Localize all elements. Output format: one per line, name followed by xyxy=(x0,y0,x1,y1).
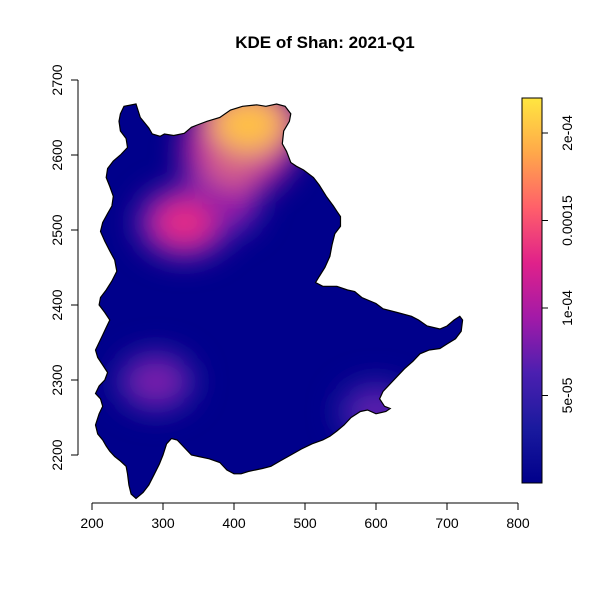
x-tick-label: 500 xyxy=(293,515,317,531)
y-tick-label: 2400 xyxy=(49,289,65,320)
x-tick-label: 800 xyxy=(506,515,530,531)
colorbar-tick-label: 1e-04 xyxy=(559,290,575,326)
y-tick-label: 2300 xyxy=(49,364,65,395)
colorbar-ticks: 5e-05 1e-04 0.00015 2e-04 xyxy=(542,115,575,413)
density-background xyxy=(95,104,463,499)
x-tick-label: 200 xyxy=(80,515,104,531)
chart-title: KDE of Shan: 2021-Q1 xyxy=(235,33,415,52)
x-tick-label: 600 xyxy=(364,515,388,531)
y-axis: 2200 2300 2400 2500 2600 2700 xyxy=(49,64,79,471)
colorbar-tick-label: 0.00015 xyxy=(559,195,575,246)
colorbar-scale xyxy=(521,97,543,484)
colorbar-tick-label: 2e-04 xyxy=(559,115,575,151)
density-hotspot xyxy=(210,104,287,156)
region-outline xyxy=(94,103,464,500)
density-layer xyxy=(95,104,463,499)
x-tick-label: 400 xyxy=(222,515,246,531)
y-tick-label: 2700 xyxy=(49,64,65,95)
y-tick-label: 2200 xyxy=(49,439,65,470)
x-axis: 200 300 400 500 600 700 800 xyxy=(80,502,530,531)
x-tick-label: 700 xyxy=(435,515,459,531)
colorbar-tick-label: 5e-05 xyxy=(559,377,575,413)
y-tick-label: 2500 xyxy=(49,214,65,245)
colorbar: 5e-05 1e-04 0.00015 2e-04 xyxy=(521,97,575,484)
x-tick-label: 300 xyxy=(151,515,175,531)
y-tick-label: 2600 xyxy=(49,139,65,170)
density-hotspot xyxy=(129,360,182,403)
density-hotspot xyxy=(351,391,401,432)
density-hotspots xyxy=(114,104,416,443)
density-hotspot xyxy=(153,197,216,248)
